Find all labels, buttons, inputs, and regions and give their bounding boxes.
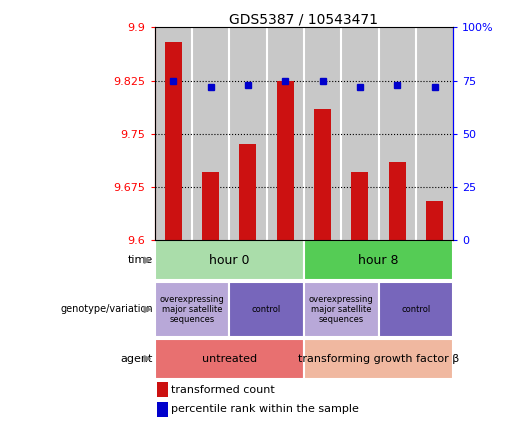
Text: hour 0: hour 0 xyxy=(209,254,249,267)
Bar xyxy=(341,27,379,239)
Text: agent: agent xyxy=(121,354,152,364)
Bar xyxy=(304,339,453,379)
Bar xyxy=(304,282,379,337)
Bar xyxy=(351,173,368,239)
Bar xyxy=(158,382,168,397)
Title: GDS5387 / 10543471: GDS5387 / 10543471 xyxy=(229,12,379,26)
Bar xyxy=(192,27,229,239)
Bar xyxy=(202,173,219,239)
Bar xyxy=(158,402,168,417)
Text: transformed count: transformed count xyxy=(171,385,274,395)
Text: hour 8: hour 8 xyxy=(358,254,399,267)
Bar xyxy=(229,27,267,239)
Bar xyxy=(154,27,192,239)
Bar xyxy=(154,240,304,280)
Text: control: control xyxy=(401,305,431,314)
Bar xyxy=(267,27,304,239)
Bar xyxy=(389,162,406,239)
Text: percentile rank within the sample: percentile rank within the sample xyxy=(171,404,359,414)
Bar xyxy=(277,80,294,239)
Bar xyxy=(379,27,416,239)
Text: transforming growth factor β: transforming growth factor β xyxy=(298,354,459,364)
Bar xyxy=(229,282,304,337)
Bar xyxy=(426,201,443,239)
Bar xyxy=(239,144,256,239)
Text: time: time xyxy=(127,255,152,265)
Text: control: control xyxy=(252,305,281,314)
Text: overexpressing
major satellite
sequences: overexpressing major satellite sequences xyxy=(160,294,224,324)
Bar xyxy=(154,282,229,337)
Text: untreated: untreated xyxy=(201,354,257,364)
Bar xyxy=(379,282,453,337)
Text: overexpressing
major satellite
sequences: overexpressing major satellite sequences xyxy=(309,294,373,324)
Bar xyxy=(304,240,453,280)
Bar xyxy=(314,109,331,239)
Bar xyxy=(416,27,453,239)
Text: genotype/variation: genotype/variation xyxy=(60,305,152,314)
Bar xyxy=(165,41,182,239)
Bar xyxy=(154,339,304,379)
Bar xyxy=(304,27,341,239)
